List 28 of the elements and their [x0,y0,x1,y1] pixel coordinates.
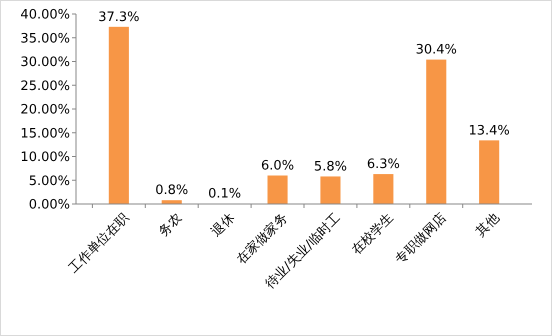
bar [320,176,340,204]
y-tick-label: 30.00% [20,55,70,70]
bar [426,60,446,204]
x-tick-label: 工作单位在职 [66,210,132,276]
y-tick-label: 15.00% [20,126,70,142]
y-tick-label: 35.00% [20,31,70,46]
data-label: 0.1% [208,186,242,202]
bar [479,140,500,204]
y-tick-label: 10.00% [20,150,70,166]
bar [268,176,288,204]
data-label: 30.4% [416,42,457,58]
data-label: 0.8% [155,183,188,198]
x-tick-label: 务农 [156,210,186,240]
data-label: 13.4% [468,123,510,138]
data-label: 5.8% [314,159,347,174]
y-tick-label: 5.00% [28,174,70,189]
data-label: 6.0% [261,158,294,174]
bar [108,26,129,204]
bar [373,174,394,204]
x-tick-label: 其他 [473,210,502,240]
y-tick-label: 0.00% [28,198,70,213]
y-tick-label: 20.00% [20,102,70,118]
bar [162,200,182,204]
data-label: 6.3% [366,157,400,172]
y-tick-label: 25.00% [20,78,70,94]
data-label: 37.3% [98,10,140,25]
x-tick-label: 退休 [208,210,238,240]
y-tick-label: 40.00% [20,8,70,23]
